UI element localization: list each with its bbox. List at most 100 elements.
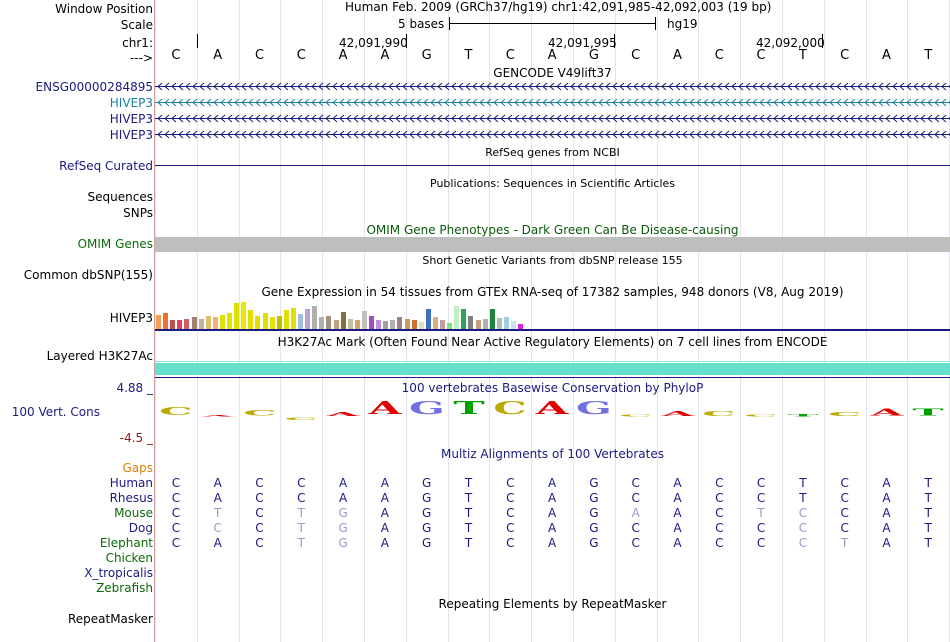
gtex-bar[interactable] [411,320,417,329]
species-label[interactable]: Rhesus [109,491,153,505]
gtex-bar[interactable] [170,320,176,329]
dbsnp-title: Short Genetic Variants from dbSNP releas… [422,254,683,267]
gtex-bar[interactable] [198,319,204,329]
gtex-bar[interactable] [432,317,438,329]
species-label[interactable]: Mouse [114,506,153,520]
gtex-bar[interactable] [212,317,218,329]
gtex-bar[interactable] [276,316,282,329]
alignment-base: C [255,521,264,535]
species-label[interactable]: Chicken [105,551,153,565]
track-label-refseq[interactable]: RefSeq Curated [59,159,153,173]
ref-base: C [296,48,306,63]
gencode-transcript[interactable] [155,82,950,91]
strand-arrow-label[interactable]: ---> [129,51,153,65]
gtex-bar[interactable] [347,319,353,329]
gencode-transcript[interactable] [155,130,950,139]
track-label-sequences[interactable]: Sequences [87,190,153,204]
gtex-bar[interactable] [503,317,509,329]
species-label[interactable]: Zebrafish [96,581,153,595]
gtex-bar[interactable] [482,319,488,329]
gencode-transcript[interactable] [155,114,950,123]
gtex-bar[interactable] [156,315,161,329]
gtex-bar[interactable] [468,316,474,329]
gtex-bar[interactable] [205,316,211,329]
gtex-bar[interactable] [333,320,339,329]
gtex-bar[interactable] [269,317,275,329]
alignment-base: C [798,506,808,520]
species-label[interactable]: Dog [128,521,153,535]
track-label-dbsnp[interactable]: Common dbSNP(155) [23,268,153,282]
gtex-bar[interactable] [305,309,311,329]
gtex-bar[interactable] [234,303,240,329]
gtex-bar[interactable] [447,323,453,329]
omim-gene-bar[interactable] [155,237,950,252]
gtex-bar[interactable] [397,317,403,329]
species-label[interactable]: Elephant [99,536,153,550]
gtex-bar[interactable] [404,319,410,329]
gtex-bar[interactable] [184,319,190,329]
species-label[interactable]: X_tropicalis [84,566,153,580]
gencode-transcript[interactable] [155,98,950,107]
gtex-bar[interactable] [489,309,495,329]
track-label-omim[interactable]: OMIM Genes [77,237,153,251]
gtex-bar[interactable] [248,310,254,329]
refseq-title: RefSeq genes from NCBI [485,146,620,159]
track-label-repeatmasker[interactable]: RepeatMasker [67,612,153,626]
refseq-gene-line[interactable] [155,165,950,166]
cons-logo-letter: C [827,411,862,418]
gtex-bar[interactable] [326,316,332,329]
gtex-bar[interactable] [227,313,232,329]
gtex-bar[interactable] [361,311,367,329]
cons-logo-letter: T [787,413,819,418]
track-label-gtex[interactable]: HIVEP3 [109,311,153,325]
gtex-bar[interactable] [383,321,389,329]
gtex-bar[interactable] [440,320,445,329]
gtex-bar[interactable] [425,309,431,329]
alignment-base: C [213,521,222,535]
gtex-bar[interactable] [390,320,396,329]
gtex-bar[interactable] [340,312,346,329]
gtex-bar[interactable] [262,313,268,329]
gtex-bar[interactable] [163,313,169,329]
gtex-bar[interactable] [475,320,481,329]
grid-line [196,0,198,642]
gtex-bar[interactable] [177,320,183,329]
gtex-bar[interactable] [312,306,318,329]
multiz-title: Multiz Alignments of 100 Vertebrates [440,447,665,461]
gtex-bar[interactable] [290,308,296,329]
gtex-bar[interactable] [511,321,516,329]
gtex-bar[interactable] [298,314,303,329]
repeatmasker-title: Repeating Elements by RepeatMasker [438,597,667,611]
gtex-bar[interactable] [191,317,197,329]
gtex-bar[interactable] [418,322,424,329]
ruler-tick [822,34,823,48]
alignment-base: G [422,491,432,505]
track-label-cons[interactable]: 100 Vert. Cons [11,405,100,419]
species-label[interactable]: Human [109,476,153,490]
gtex-bar[interactable] [319,317,325,329]
track-label-hivep3-1[interactable]: HIVEP3 [109,96,153,110]
gtex-bar[interactable] [461,309,467,329]
gtex-bar[interactable] [376,320,382,329]
gtex-bar[interactable] [241,302,247,329]
grid-line [698,0,700,642]
gtex-bar[interactable] [496,318,502,329]
track-label-hivep3-3[interactable]: HIVEP3 [109,128,153,142]
gtex-bar[interactable] [369,316,374,329]
gtex-bar[interactable] [454,306,460,329]
cons-logo-letter: A [201,414,234,418]
track-label-h3k27ac[interactable]: Layered H3K27Ac [46,349,153,363]
h3k27ac-signal[interactable] [155,363,950,375]
gtex-bar[interactable] [283,310,289,329]
gtex-bar[interactable] [219,315,225,329]
track-label-gaps[interactable]: Gaps [122,461,153,475]
ref-base: T [924,48,933,63]
track-label-snps[interactable]: SNPs [123,206,153,220]
gtex-bar[interactable] [354,320,360,329]
gtex-bar[interactable] [255,316,261,329]
gtex-bar[interactable] [518,324,524,329]
gtex-bar-chart[interactable] [155,298,950,329]
track-label-hivep3-2[interactable]: HIVEP3 [109,112,153,126]
track-label-ensg[interactable]: ENSG00000284895 [35,80,153,94]
ruler-position-3: 42,092,000 [756,36,825,50]
